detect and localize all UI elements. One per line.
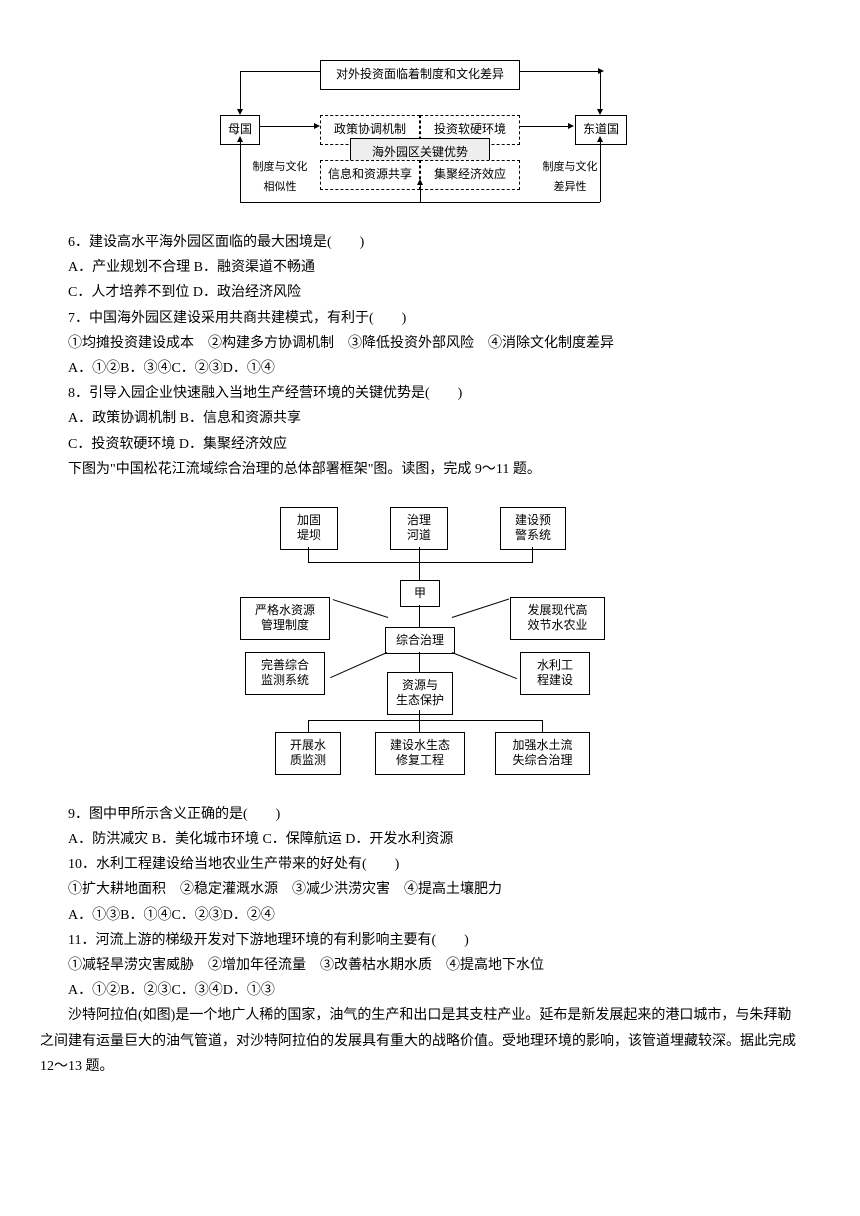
d2-center: 综合治理 [385,627,455,655]
d1-right-label: 制度与文化 差异性 [530,158,610,198]
d1-right-label-l1: 制度与文化 [543,161,598,173]
d2-r3-3: 加强水土流 失综合治理 [495,732,590,775]
d2-line [419,652,420,672]
d2-r3-1: 开展水 质监测 [275,732,341,775]
d1-line [520,126,568,127]
d2-line [542,720,543,732]
q8-stem: 8．引导入园企业快速融入当地生产经营环境的关键优势是( ) [40,381,800,406]
intro2: 下图为"中国松花江流域综合治理的总体部署框架"图。读图，完成 9～11 题。 [40,457,800,482]
d2-jia: 甲 [400,580,440,608]
d1-line [520,71,598,72]
d2-line [333,599,388,618]
q8-row2: C．投资软硬环境 D．集聚经济效应 [40,432,800,457]
d2-line [308,720,309,732]
d1-left-label: 制度与文化 相似性 [240,158,320,198]
d1-cell4: 集聚经济效应 [420,160,520,190]
d2-line [419,605,420,627]
diagram-overseas-park: 对外投资面临着制度和文化差异 母国 东道国 政策协调机制 投资软硬环境 海外园区… [210,60,630,210]
q10-opts: A．①③B．①④C．②③D．②④ [40,903,800,928]
d2-r1-3: 建设预 警系统 [500,507,566,550]
d1-cell3: 信息和资源共享 [320,160,420,190]
q11-opts: A．①②B．②③C．③④D．①③ [40,978,800,1003]
q10-stem: 10．水利工程建设给当地农业生产带来的好处有( ) [40,852,800,877]
q11-stem: 11．河流上游的梯级开发对下游地理环境的有利影响主要有( ) [40,928,800,953]
d1-line [600,142,601,202]
d1-right-label-l2: 差异性 [554,181,587,193]
d2-line [419,710,420,720]
q10-subs: ①扩大耕地面积 ②稳定灌溉水源 ③减少洪涝灾害 ④提高土壤肥力 [40,877,800,902]
d2-left2: 完善综合 监测系统 [245,652,325,695]
d2-r3-2: 建设水生态 修复工程 [375,732,465,775]
q6-row2: C．人才培养不到位 D．政治经济风险 [40,280,800,305]
d2-line [452,652,517,679]
q7-opts: A．①②B．③④C．②③D．①④ [40,356,800,381]
d2-right1: 发展现代高 效节水农业 [510,597,605,640]
d1-line [420,202,600,203]
q6-stem: 6．建设高水平海外园区面临的最大困境是( ) [40,230,800,255]
d1-line [240,142,241,202]
q7-subs: ①均摊投资建设成本 ②构建多方协调机制 ③降低投资外部风险 ④消除文化制度差异 [40,331,800,356]
d2-r1-1: 加固 堤坝 [280,507,338,550]
d1-left-label-l2: 相似性 [264,181,297,193]
d2-line [419,562,420,580]
d2-line [452,598,509,617]
d2-r1-2: 治理 河道 [390,507,448,550]
d1-line [260,126,314,127]
q6-row1: A．产业规划不合理 B．融资渠道不畅通 [40,255,800,280]
d1-line [600,71,601,109]
q11-subs: ①减轻旱涝灾害威胁 ②增加年径流量 ③改善枯水期水质 ④提高地下水位 [40,953,800,978]
d2-line [308,720,542,721]
d2-line [308,547,309,562]
d1-line [240,71,241,109]
d1-line [420,185,421,202]
q8-row1: A．政策协调机制 B．信息和资源共享 [40,406,800,431]
d1-left-label-l1: 制度与文化 [253,161,308,173]
d2-right2: 水利工 程建设 [520,652,590,695]
d2-line [308,562,533,563]
q9-opts: A．防洪减灾 B．美化城市环境 C．保障航运 D．开发水利资源 [40,827,800,852]
q9-stem: 9．图中甲所示含义正确的是( ) [40,802,800,827]
d1-top-box: 对外投资面临着制度和文化差异 [320,60,520,90]
d2-line [419,547,420,562]
d2-line [419,720,420,732]
d1-line [240,71,320,72]
diagram-songhua: 综合治理 甲 资源与 生态保护 加固 堤坝 治理 河道 建设预 警系统 严格水资… [200,502,640,782]
d2-left1: 严格水资源 管理制度 [240,597,330,640]
d2-line [330,652,387,678]
d2-resource: 资源与 生态保护 [387,672,453,715]
d2-line [532,547,533,562]
intro3: 沙特阿拉伯(如图)是一个地广人稀的国家，油气的生产和出口是其支柱产业。延布是新发… [40,1003,800,1079]
q7-stem: 7．中国海外园区建设采用共商共建模式，有利于( ) [40,306,800,331]
d1-line [240,202,420,203]
